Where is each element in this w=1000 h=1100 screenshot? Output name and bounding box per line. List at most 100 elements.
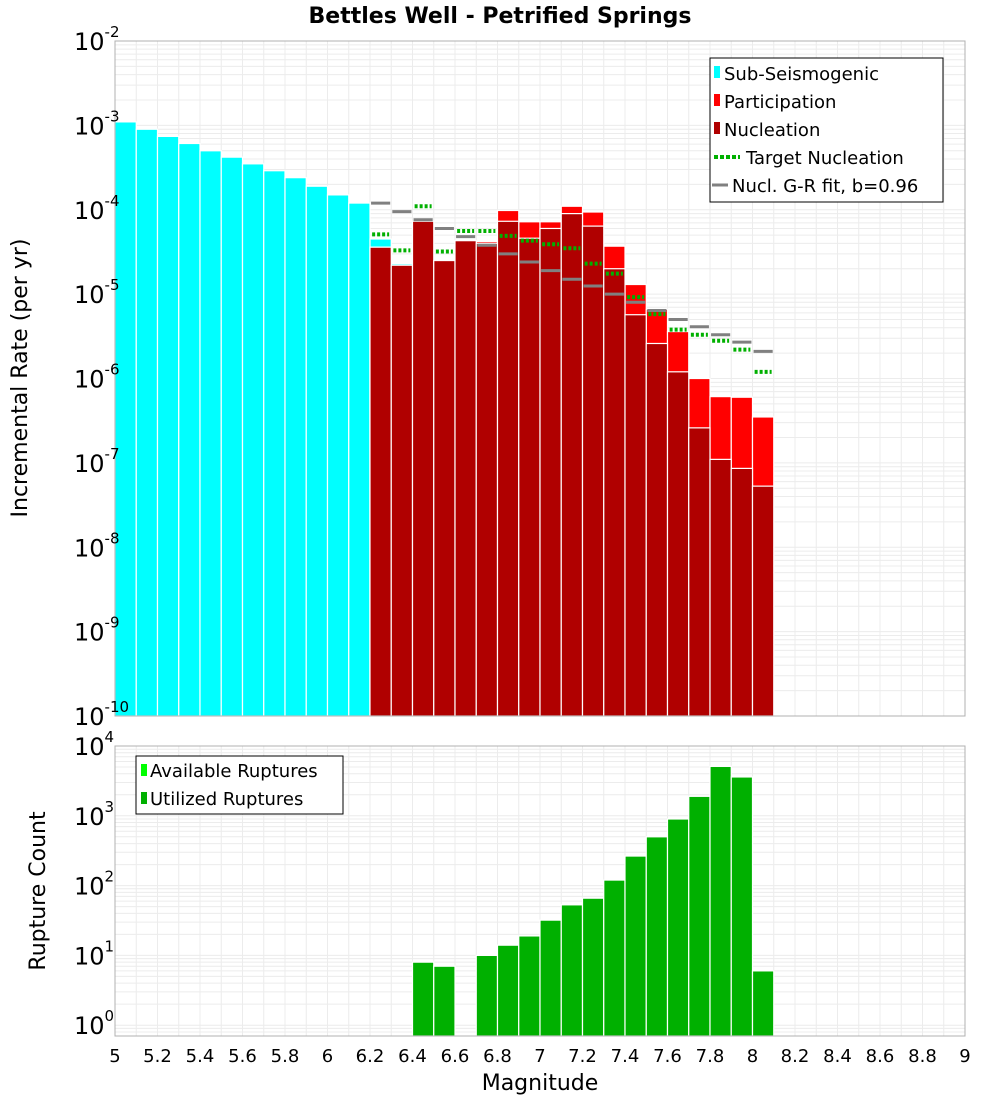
- x-tick-label: 7.2: [568, 1046, 597, 1067]
- top-y-tick-base: 10: [74, 534, 105, 562]
- bar-utilized-ruptures: [475, 954, 499, 1037]
- bar-sub-seismogenic: [199, 150, 222, 717]
- bottom-y-tick-exponent: 0: [105, 1007, 115, 1025]
- top-y-tick-label: 10-10: [74, 698, 129, 731]
- top-y-tick-base: 10: [74, 366, 105, 394]
- top-y-tick-exponent: -4: [105, 192, 120, 210]
- top-y-tick-base: 10: [74, 619, 105, 647]
- x-ticks: 5 5.2 5.4 5.6 5.8 6 6.2 6.4 6.6 6.8 7 7.2 7.4 7.6 7.8 8…: [109, 1046, 970, 1067]
- x-tick-label: 5.4: [186, 1046, 215, 1067]
- top-y-tick-exponent: -6: [105, 361, 120, 379]
- bar-utilized-ruptures: [751, 970, 775, 1037]
- bar-sub-seismogenic: [348, 202, 371, 717]
- top-y-tick-base: 10: [74, 281, 105, 309]
- legend-label-target-nucleation: Target Nucleation: [745, 148, 904, 169]
- x-tick-label: 5.6: [228, 1046, 257, 1067]
- bar-nucleation: [581, 225, 605, 717]
- bar-utilized-ruptures: [603, 879, 626, 1037]
- x-tick-label: 6.8: [483, 1046, 512, 1067]
- x-tick-label: 7.4: [611, 1046, 640, 1067]
- x-tick-label: 7: [534, 1046, 545, 1067]
- legend-swatch-utilized-ruptures: [141, 792, 147, 804]
- bar-nucleation: [751, 485, 775, 717]
- bar-nucleation: [666, 371, 690, 717]
- bottom-y-tick-label: 104: [74, 728, 114, 761]
- bottom-legend: Available Ruptures Utilized Ruptures: [135, 755, 344, 815]
- top-y-tick-label: 10-7: [74, 445, 120, 478]
- x-tick-label: 7.6: [653, 1046, 682, 1067]
- top-y-tick-base: 10: [74, 28, 105, 56]
- x-tick-label: 7.8: [696, 1046, 725, 1067]
- top-legend-box: [709, 57, 944, 203]
- x-tick-label: 6.4: [398, 1046, 427, 1067]
- bottom-y-axis-label: Rupture Count: [26, 811, 51, 971]
- bar-utilized-ruptures: [581, 897, 605, 1037]
- x-tick-label: 5.2: [143, 1046, 172, 1067]
- bottom-y-tick-exponent: 2: [105, 868, 115, 886]
- bar-nucleation: [433, 259, 456, 717]
- top-y-tick-exponent: -7: [105, 445, 120, 463]
- top-bars: [114, 121, 775, 717]
- bottom-legend-box: [135, 755, 344, 815]
- top-y-tick-base: 10: [74, 450, 105, 478]
- top-y-tick-base: 10: [74, 197, 105, 225]
- bottom-y-tick-base: 10: [74, 1012, 105, 1040]
- bar-sub-seismogenic: [305, 185, 329, 717]
- bar-nucleation: [730, 467, 754, 717]
- bar-nucleation: [539, 227, 562, 717]
- top-y-tick-exponent: -9: [105, 614, 120, 632]
- bar-utilized-ruptures: [433, 965, 456, 1037]
- legend-label-utilized-ruptures: Utilized Ruptures: [150, 789, 303, 810]
- x-tick-label: 9: [959, 1046, 970, 1067]
- top-y-tick-exponent: -8: [105, 529, 120, 547]
- bar-sub-seismogenic: [135, 128, 159, 717]
- bottom-y-tick-base: 10: [74, 942, 105, 970]
- top-legend: Sub-Seismogenic Participation Nucleation…: [709, 57, 944, 203]
- top-y-tick-exponent: -2: [105, 23, 120, 41]
- bar-utilized-ruptures: [688, 795, 711, 1037]
- top-y-tick-exponent: -5: [105, 276, 120, 294]
- x-tick-label: 8.6: [866, 1046, 895, 1067]
- bar-nucleation: [603, 268, 626, 717]
- legend-label-sub-seismogenic: Sub-Seismogenic: [724, 64, 879, 85]
- bottom-y-tick-base: 10: [74, 733, 105, 761]
- top-markers: [371, 201, 773, 374]
- bar-sub-seismogenic: [326, 194, 350, 717]
- top-y-tick-label: 10-6: [74, 361, 120, 394]
- bottom-y-tick-exponent: 3: [105, 798, 115, 816]
- top-y-tick-label: 10-9: [74, 614, 120, 647]
- bar-nucleation: [518, 237, 541, 717]
- bar-nucleation: [624, 314, 647, 717]
- bottom-plot-frame: [114, 745, 966, 1037]
- bottom-y-tick-label: 103: [74, 798, 114, 831]
- legend-swatch-nucleation: [714, 122, 720, 134]
- top-plot-frame: [114, 40, 966, 717]
- bar-utilized-ruptures: [709, 765, 732, 1037]
- bar-utilized-ruptures: [496, 944, 520, 1037]
- bar-nucleation: [454, 240, 477, 717]
- top-y-tick-base: 10: [74, 112, 105, 140]
- top-y-tick-label: 10-5: [74, 276, 120, 309]
- bottom-bars: [411, 765, 775, 1037]
- bottom-y-tick-label: 100: [74, 1007, 114, 1040]
- bar-sub-seismogenic: [220, 156, 244, 717]
- bar-sub-seismogenic: [263, 170, 286, 717]
- top-y-tick-exponent: -3: [105, 107, 120, 125]
- legend-swatch-sub-seismogenic: [714, 66, 720, 78]
- bottom-y-tick-base: 10: [74, 873, 105, 901]
- bar-nucleation: [390, 264, 414, 717]
- bar-sub-seismogenic: [178, 142, 201, 717]
- legend-label-nucleation: Nucleation: [724, 120, 820, 141]
- bar-utilized-ruptures: [411, 961, 435, 1037]
- top-y-tick-label: 10-2: [74, 23, 120, 56]
- x-tick-label: 8.8: [908, 1046, 937, 1067]
- x-tick-label: 8.4: [823, 1046, 852, 1067]
- top-y-tick-base: 10: [74, 703, 105, 731]
- top-y-tick-label: 10-3: [74, 107, 120, 140]
- x-tick-label: 5: [109, 1046, 120, 1067]
- bar-sub-seismogenic: [241, 163, 265, 717]
- bottom-y-tick-label: 102: [74, 868, 114, 901]
